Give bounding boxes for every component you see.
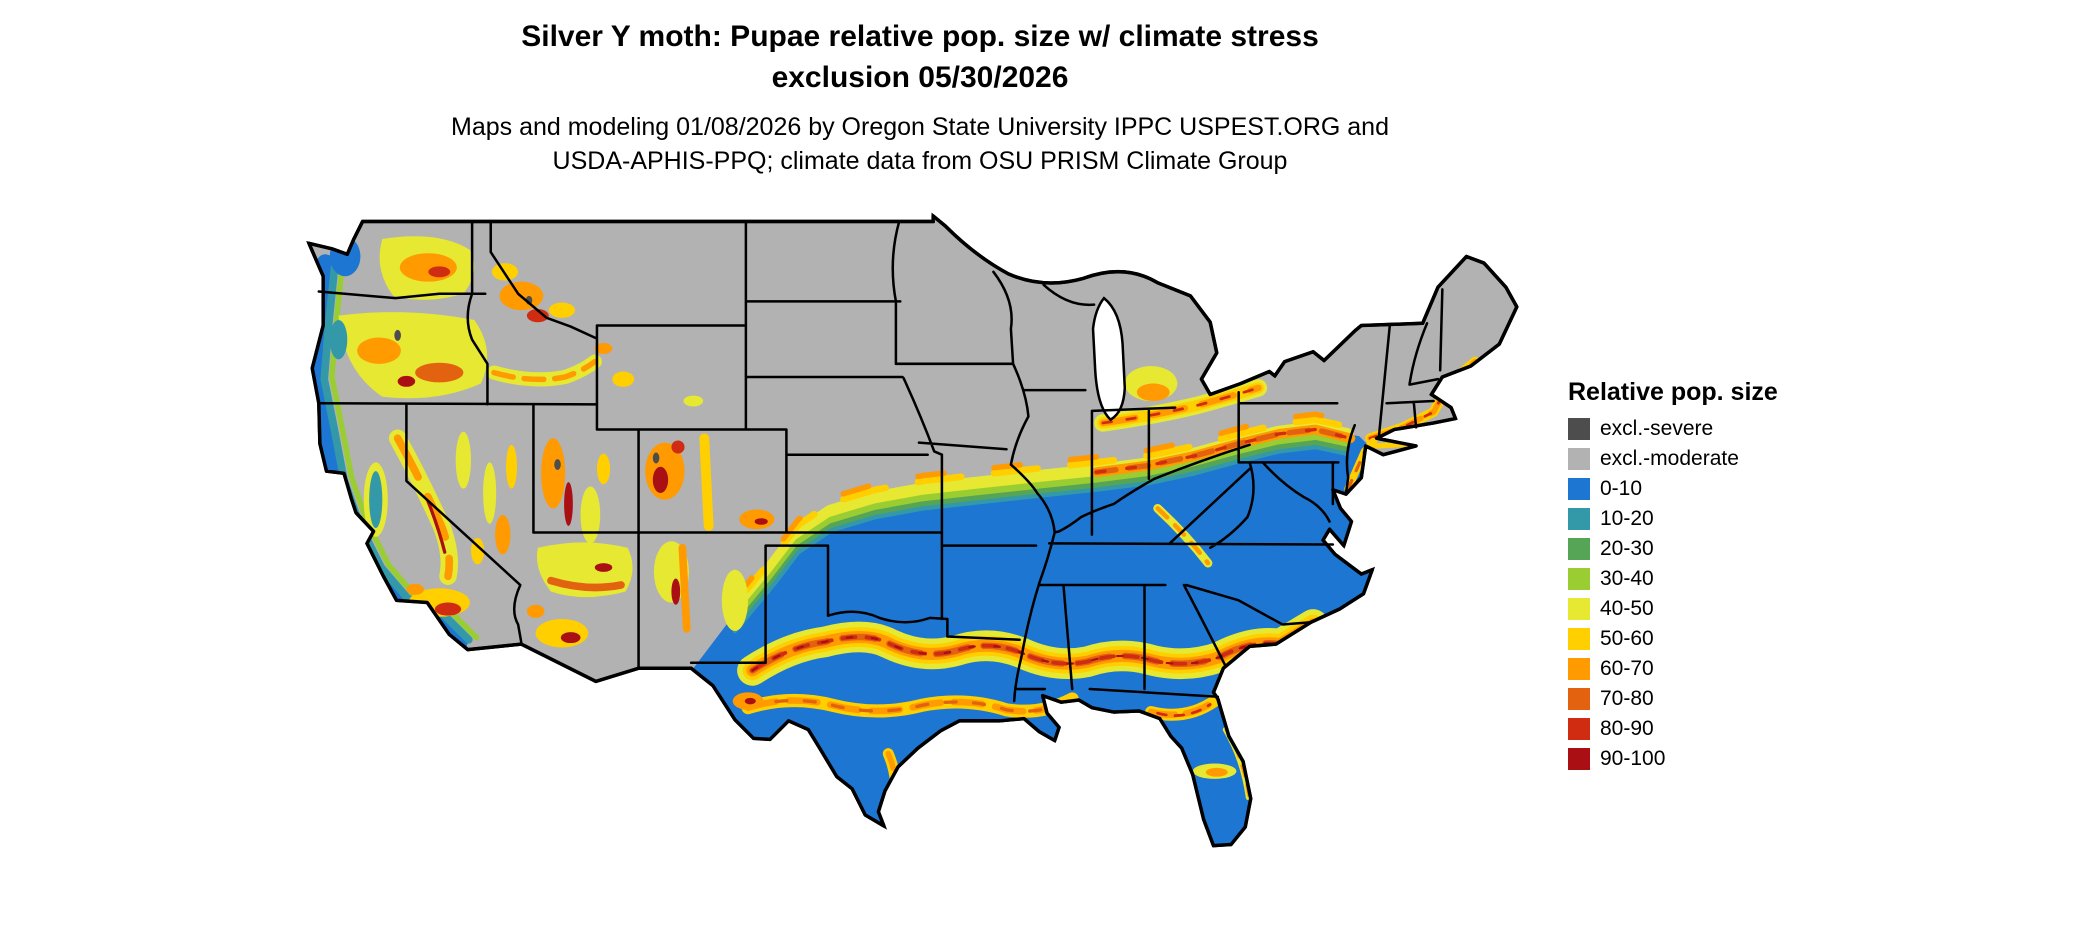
map-band: [678, 543, 691, 633]
legend-swatch: [1568, 568, 1590, 590]
legend-swatch: [1568, 478, 1590, 500]
map-band: [699, 433, 714, 531]
legend-label: 0-10: [1600, 477, 1643, 500]
map-region: [434, 602, 462, 616]
legend-item: 40-50: [1568, 597, 1778, 621]
legend-label: 10-20: [1600, 507, 1654, 530]
us-outline: [307, 214, 1519, 848]
map-region: [744, 697, 756, 705]
map-region: [535, 618, 589, 648]
us-map-container: [275, 206, 1611, 934]
legend-label: excl.-severe: [1600, 417, 1714, 440]
map-region: [671, 578, 681, 605]
legend-item: 10-20: [1568, 507, 1778, 531]
legend-label: 20-30: [1600, 537, 1654, 560]
map-band: [426, 500, 447, 554]
map-region: [1136, 383, 1170, 402]
map-region: [721, 569, 749, 632]
map-region: [754, 518, 768, 525]
map-region: [554, 459, 561, 471]
page-title-line1: Silver Y moth: Pupae relative pop. size …: [521, 20, 1319, 53]
map-region: [415, 362, 464, 383]
legend-label: excl.-moderate: [1600, 447, 1739, 470]
map-region: [580, 486, 601, 544]
legend-item: 90-100: [1568, 747, 1778, 771]
subtitle-line2: USDA-APHIS-PPQ; climate data from OSU PR…: [552, 147, 1288, 175]
legend-label: 40-50: [1600, 597, 1654, 620]
map-header: Silver Y moth: Pupae relative pop. size …: [120, 16, 1720, 178]
map-band: [393, 434, 454, 581]
legend-item: 60-70: [1568, 657, 1778, 681]
map-region: [329, 236, 361, 277]
legend-label: 50-60: [1600, 627, 1654, 650]
map-region: [652, 466, 669, 494]
map-region: [594, 563, 613, 572]
legend-swatch: [1568, 418, 1590, 440]
state-borders: [317, 220, 1444, 703]
page-title-line2: exclusion 05/30/2026: [771, 61, 1069, 94]
map-region: [594, 343, 613, 354]
map-region: [399, 253, 457, 282]
lake-michigan: [1091, 296, 1127, 422]
legend-label: 30-40: [1600, 567, 1654, 590]
legend-label: 70-80: [1600, 687, 1654, 710]
legend-swatch: [1568, 688, 1590, 710]
map-region: [683, 395, 704, 407]
map-region: [526, 604, 545, 618]
map-region: [394, 329, 401, 341]
map-region: [652, 452, 660, 464]
map-region: [541, 438, 566, 509]
legend-item: 70-80: [1568, 687, 1778, 711]
map-band: [1346, 449, 1367, 491]
map-region: [397, 375, 416, 387]
map-region: [1205, 767, 1228, 777]
legend-swatch: [1568, 598, 1590, 620]
legend-label: 60-70: [1600, 657, 1654, 680]
map-region: [612, 371, 635, 387]
map-region: [455, 431, 472, 489]
legend-item: excl.-moderate: [1568, 447, 1778, 471]
map-region: [406, 583, 424, 595]
legend-item: 0-10: [1568, 477, 1778, 501]
map-region: [596, 453, 611, 485]
map-region: [560, 632, 581, 644]
legend-swatch: [1568, 628, 1590, 650]
map-band: [1156, 703, 1212, 717]
map-region: [483, 462, 497, 524]
map-region: [428, 266, 451, 278]
map-band: [1155, 506, 1211, 566]
map-subtitle: Maps and modeling 01/08/2026 by Oregon S…: [120, 110, 1720, 178]
legend-item: 30-40: [1568, 567, 1778, 591]
map-region: [506, 444, 518, 489]
map-legend: Relative pop. size excl.-severe excl.-mo…: [1568, 378, 1778, 777]
map-region: [564, 482, 573, 526]
map-band: [547, 576, 625, 592]
map-region: [329, 320, 348, 360]
legend-swatch: [1568, 748, 1590, 770]
map-region: [526, 309, 549, 323]
legend-swatch: [1568, 508, 1590, 530]
legend-swatch: [1568, 658, 1590, 680]
map-region: [369, 471, 383, 529]
us-choropleth-map: [306, 212, 1519, 848]
legend-title: Relative pop. size: [1568, 378, 1778, 406]
legend-label: 90-100: [1600, 747, 1666, 770]
legend-item: 20-30: [1568, 537, 1778, 561]
legend-swatch: [1568, 718, 1590, 740]
legend-item: 80-90: [1568, 717, 1778, 741]
map-region: [671, 440, 685, 454]
legend-item: 50-60: [1568, 627, 1778, 651]
map-region: [548, 302, 576, 318]
legend-swatch: [1568, 448, 1590, 470]
legend-label: 80-90: [1600, 717, 1654, 740]
map-band: [491, 358, 598, 383]
map-region: [357, 337, 401, 364]
legend-swatch: [1568, 538, 1590, 560]
map-region: [495, 514, 511, 555]
legend-item: excl.-severe: [1568, 417, 1778, 441]
subtitle-line1: Maps and modeling 01/08/2026 by Oregon S…: [451, 113, 1389, 141]
